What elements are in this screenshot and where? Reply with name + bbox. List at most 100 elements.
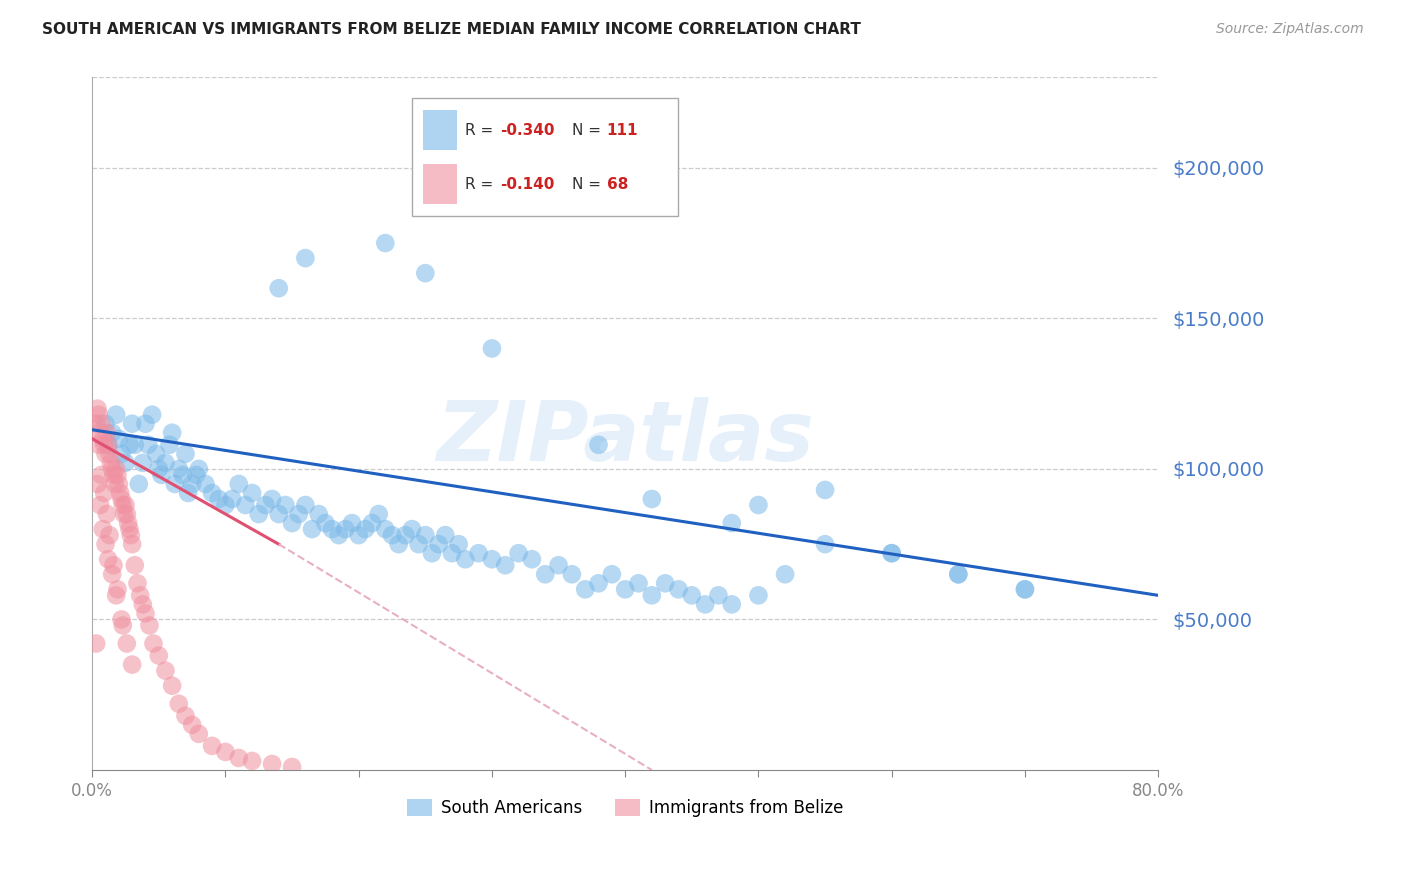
Text: ZIPatlas: ZIPatlas bbox=[436, 397, 814, 478]
Point bbox=[814, 483, 837, 497]
Point bbox=[115, 636, 138, 650]
Point bbox=[97, 552, 120, 566]
Point bbox=[103, 467, 125, 482]
Point bbox=[321, 522, 343, 536]
Point bbox=[145, 447, 167, 461]
Point bbox=[86, 477, 108, 491]
Point bbox=[201, 486, 224, 500]
Point bbox=[187, 727, 209, 741]
Point bbox=[97, 438, 120, 452]
Point bbox=[181, 718, 204, 732]
Point bbox=[294, 498, 316, 512]
Point bbox=[108, 432, 131, 446]
Point bbox=[335, 522, 357, 536]
Point bbox=[97, 438, 120, 452]
Point bbox=[254, 498, 277, 512]
Point bbox=[281, 760, 304, 774]
Point bbox=[110, 447, 132, 461]
Point bbox=[114, 456, 136, 470]
Point bbox=[134, 417, 156, 431]
Point bbox=[440, 546, 463, 560]
Point bbox=[308, 507, 330, 521]
Point bbox=[214, 745, 236, 759]
Point bbox=[720, 516, 742, 530]
Point bbox=[87, 408, 110, 422]
Point bbox=[467, 546, 489, 560]
Point bbox=[108, 486, 131, 500]
Point bbox=[159, 438, 181, 452]
Point bbox=[588, 438, 610, 452]
Point bbox=[247, 507, 270, 521]
Point bbox=[481, 552, 503, 566]
Point bbox=[534, 567, 557, 582]
Point bbox=[494, 558, 516, 573]
Point bbox=[588, 576, 610, 591]
Point bbox=[94, 417, 117, 431]
Legend: South Americans, Immigrants from Belize: South Americans, Immigrants from Belize bbox=[401, 792, 849, 824]
Point bbox=[641, 588, 664, 602]
Point bbox=[155, 664, 177, 678]
Point bbox=[695, 598, 717, 612]
Point bbox=[408, 537, 430, 551]
Point bbox=[508, 546, 530, 560]
Text: Source: ZipAtlas.com: Source: ZipAtlas.com bbox=[1216, 22, 1364, 37]
Point bbox=[187, 462, 209, 476]
Point bbox=[354, 522, 377, 536]
Point bbox=[361, 516, 384, 530]
Point bbox=[447, 537, 470, 551]
Point bbox=[228, 477, 250, 491]
Point bbox=[1014, 582, 1036, 597]
Point bbox=[134, 607, 156, 621]
Point bbox=[654, 576, 676, 591]
Point bbox=[150, 467, 173, 482]
Point bbox=[148, 462, 170, 476]
Point bbox=[340, 516, 363, 530]
Point bbox=[707, 588, 730, 602]
Point bbox=[111, 498, 134, 512]
Point bbox=[747, 588, 769, 602]
Point bbox=[86, 401, 108, 416]
Point bbox=[128, 477, 150, 491]
Point bbox=[427, 537, 450, 551]
Point bbox=[91, 522, 114, 536]
Point bbox=[114, 498, 136, 512]
Point bbox=[668, 582, 690, 597]
Point bbox=[1014, 582, 1036, 597]
Point bbox=[120, 528, 142, 542]
Point bbox=[98, 447, 121, 461]
Point bbox=[93, 438, 115, 452]
Point bbox=[208, 491, 231, 506]
Point bbox=[105, 408, 128, 422]
Point bbox=[138, 618, 160, 632]
Point bbox=[167, 697, 190, 711]
Point bbox=[374, 522, 396, 536]
Point bbox=[627, 576, 650, 591]
Point bbox=[107, 467, 129, 482]
Point bbox=[142, 636, 165, 650]
Point bbox=[194, 477, 217, 491]
Point bbox=[287, 507, 309, 521]
Point bbox=[124, 558, 146, 573]
Point bbox=[129, 588, 152, 602]
Point bbox=[481, 342, 503, 356]
Point bbox=[773, 567, 796, 582]
Point bbox=[413, 266, 436, 280]
Point bbox=[641, 491, 664, 506]
Point bbox=[94, 447, 117, 461]
Point bbox=[267, 281, 290, 295]
Point bbox=[177, 486, 200, 500]
Point bbox=[136, 438, 159, 452]
Point bbox=[121, 657, 143, 672]
Text: SOUTH AMERICAN VS IMMIGRANTS FROM BELIZE MEDIAN FAMILY INCOME CORRELATION CHART: SOUTH AMERICAN VS IMMIGRANTS FROM BELIZE… bbox=[42, 22, 860, 37]
Point bbox=[101, 462, 124, 476]
Point bbox=[132, 598, 155, 612]
Point bbox=[117, 516, 139, 530]
Point bbox=[118, 522, 141, 536]
Point bbox=[103, 558, 125, 573]
Point bbox=[381, 528, 404, 542]
Point bbox=[347, 528, 370, 542]
Point bbox=[101, 425, 124, 440]
Point bbox=[160, 679, 183, 693]
Point bbox=[314, 516, 336, 530]
Point bbox=[520, 552, 543, 566]
